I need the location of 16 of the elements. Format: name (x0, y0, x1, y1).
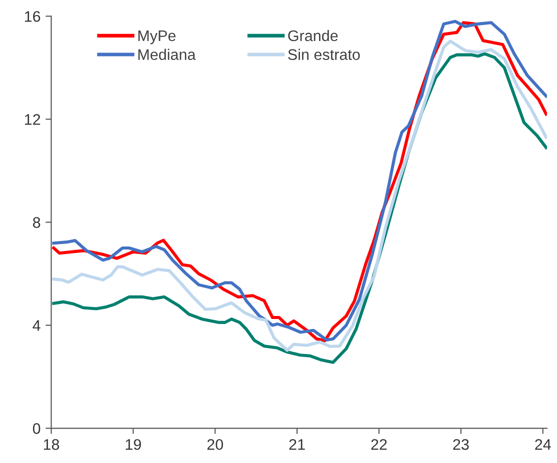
y-tick-label: 8 (32, 217, 40, 228)
x-tick-label: 23 (453, 439, 469, 450)
x-tick-label: 22 (371, 439, 387, 450)
y-tick-label: 16 (25, 11, 40, 22)
y-tick-label: 0 (32, 423, 40, 434)
y-tick-label: 12 (25, 114, 40, 125)
legend-label: Grande (288, 30, 338, 42)
legend-label: MyPe (138, 30, 176, 44)
y-tick-label: 4 (32, 320, 40, 331)
legend-label: Sin estrato (288, 48, 360, 60)
x-tick-label: 20 (207, 439, 224, 450)
x-tick-label: 24 (535, 439, 551, 450)
x-tick-label: 18 (44, 439, 60, 450)
legend-label: Mediana (138, 48, 196, 60)
x-tick-label: 21 (289, 439, 305, 450)
x-tick-label: 19 (126, 439, 141, 450)
